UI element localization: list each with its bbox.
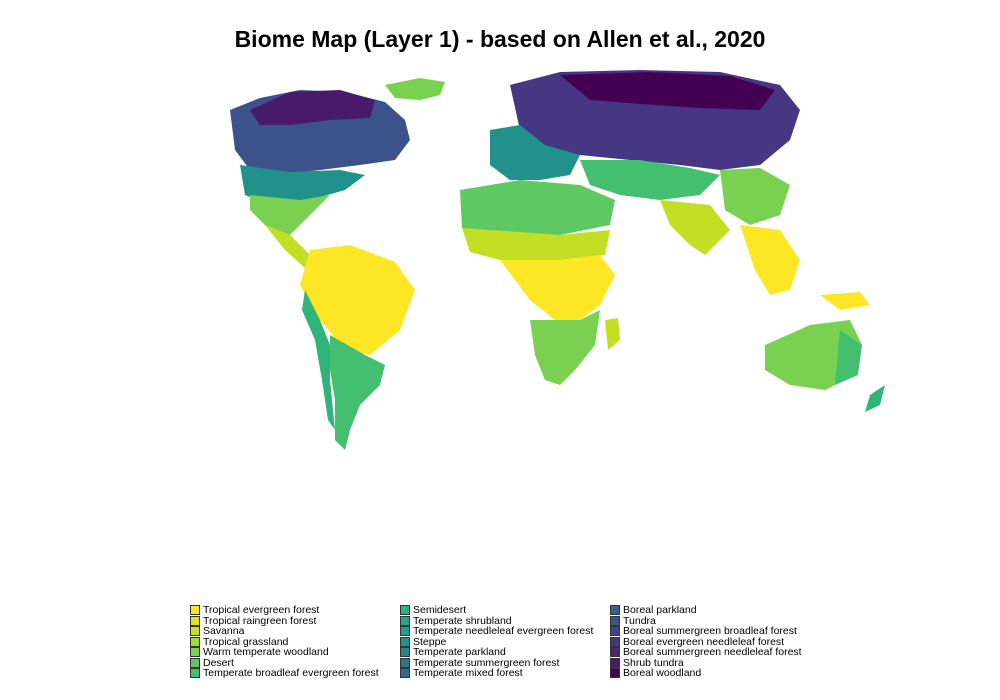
legend-label: Steppe: [413, 635, 447, 648]
legend-item: Boreal summergreen broadleaf forest: [610, 626, 830, 637]
south-america: [300, 245, 415, 450]
legend-swatch: [610, 636, 620, 647]
biome-legend: Tropical evergreen forest Tropical raingr…: [190, 605, 830, 679]
legend-label: Warm temperate woodland: [203, 646, 329, 658]
legend-item: Temperate needleleaf evergreen forest: [400, 626, 610, 637]
east-asia: [720, 168, 790, 225]
legend-item: Semidesert: [400, 605, 610, 616]
legend-item: Boreal woodland: [610, 668, 830, 679]
sa-andes: [302, 290, 335, 430]
legend-label: Tropical raingreen forest: [203, 614, 317, 627]
legend-item: Temperate shrubland: [400, 614, 610, 627]
legend-label: Boreal parkland: [623, 604, 697, 616]
legend-swatch: [610, 626, 620, 637]
world-biome-map: [230, 70, 885, 450]
central-africa: [500, 255, 615, 320]
legend-label: Temperate broadleaf evergreen forest: [203, 667, 379, 679]
new-zealand: [865, 385, 885, 412]
na-south: [250, 195, 330, 235]
legend-item: Temperate broadleaf evergreen forest: [190, 668, 400, 679]
legend-swatch: [610, 605, 620, 616]
legend-item: Temperate parkland: [400, 647, 610, 658]
legend-label: Tropical grassland: [203, 635, 289, 648]
legend-label: Tundra: [623, 614, 656, 627]
legend-swatch: [400, 605, 410, 616]
legend-item: Shrub tundra: [610, 656, 830, 669]
siberia-tundra: [560, 72, 775, 110]
new-guinea: [820, 292, 870, 310]
legend-item: Warm temperate woodland: [190, 647, 400, 658]
legend-item: Steppe: [400, 635, 610, 648]
legend-item: Temperate mixed forest: [400, 668, 610, 679]
legend-swatch: [190, 636, 200, 647]
legend-item: Savanna: [190, 626, 400, 637]
legend-label: Temperate mixed forest: [413, 667, 523, 679]
legend-label: Boreal woodland: [623, 667, 702, 679]
legend-column: Tropical evergreen forest Tropical raingr…: [190, 605, 400, 679]
legend-swatch: [400, 636, 410, 647]
na-temperate: [240, 165, 365, 205]
legend-label: Temperate parkland: [413, 646, 506, 658]
legend-swatch: [400, 626, 410, 637]
legend-item: Tropical evergreen forest: [190, 605, 400, 616]
legend-swatch: [190, 605, 200, 616]
legend-label: Temperate summergreen forest: [413, 656, 560, 669]
legend-label: Boreal evergreen needleleaf forest: [623, 635, 785, 648]
north-america: [230, 78, 445, 268]
legend-label: Savanna: [203, 625, 245, 637]
map-title: Biome Map (Layer 1) - based on Allen et …: [234, 26, 766, 52]
europe-temperate: [490, 125, 580, 180]
southeast-asia: [740, 225, 800, 295]
africa: [460, 180, 620, 385]
legend-label: Shrub tundra: [623, 656, 684, 669]
eurasia: [490, 70, 800, 295]
legend-label: Temperate shrubland: [413, 614, 512, 627]
legend-column: Boreal parkland Tundra Boreal summergreen …: [610, 605, 830, 679]
legend-label: Temperate needleleaf evergreen forest: [413, 625, 594, 637]
sa-tropical: [300, 245, 415, 355]
legend-swatch: [400, 657, 410, 668]
legend-swatch: [400, 647, 410, 658]
legend-column: Semidesert Temperate shrubland Temperate n…: [400, 605, 610, 679]
legend-item: Boreal summergreen needleleaf forest: [610, 647, 830, 658]
legend-label: Boreal summergreen broadleaf forest: [623, 625, 797, 637]
south-asia: [660, 200, 730, 255]
legend-label: Semidesert: [413, 604, 467, 616]
legend-item: Tundra: [610, 614, 830, 627]
legend-item: Tropical grassland: [190, 635, 400, 648]
legend-item: Desert: [190, 656, 400, 669]
legend-swatch: [190, 647, 200, 658]
legend-swatch: [610, 647, 620, 658]
australia-east: [835, 330, 862, 385]
central-america: [265, 225, 320, 268]
central-asia-steppe: [580, 160, 720, 200]
legend-swatch: [610, 657, 620, 668]
legend-item: Tropical raingreen forest: [190, 614, 400, 627]
oceania: [765, 292, 885, 412]
sahel: [462, 228, 610, 260]
legend-label: Desert: [203, 656, 234, 669]
legend-swatch: [610, 615, 620, 626]
legend-swatch: [190, 657, 200, 668]
legend-label: Tropical evergreen forest: [203, 604, 320, 616]
legend-swatch: [190, 668, 200, 679]
sa-south: [330, 335, 385, 450]
southern-africa: [530, 310, 600, 385]
legend-swatch: [190, 615, 200, 626]
north-africa-desert: [460, 180, 615, 235]
legend-swatch: [400, 668, 410, 679]
legend-item: Boreal evergreen needleleaf forest: [610, 635, 830, 648]
legend-swatch: [400, 615, 410, 626]
legend-swatch: [190, 626, 200, 637]
legend-item: Temperate summergreen forest: [400, 656, 610, 669]
madagascar: [605, 318, 620, 350]
na-tundra: [250, 90, 375, 125]
legend-item: Boreal parkland: [610, 605, 830, 616]
legend-swatch: [610, 668, 620, 679]
legend-label: Boreal summergreen needleleaf forest: [623, 646, 802, 658]
greenland: [385, 78, 445, 100]
